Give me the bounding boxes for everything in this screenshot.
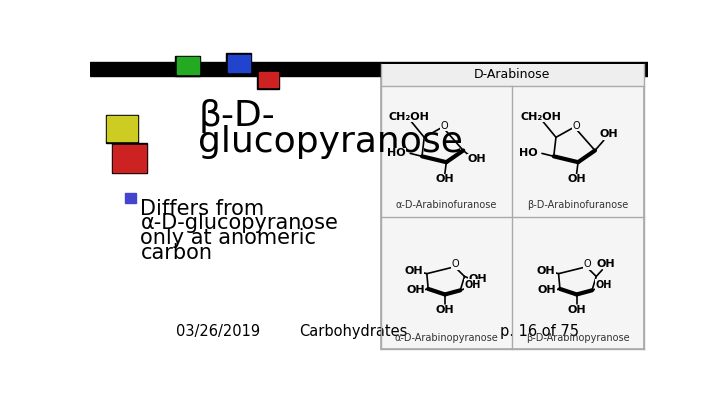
Text: OH: OH bbox=[567, 305, 586, 315]
Bar bbox=[112, 143, 148, 173]
Bar bbox=[125, 193, 136, 202]
Text: O: O bbox=[572, 121, 580, 130]
Bar bbox=[107, 116, 137, 141]
Text: OH: OH bbox=[405, 266, 423, 276]
Text: OH: OH bbox=[596, 279, 612, 290]
Text: β-D-: β-D- bbox=[199, 99, 275, 133]
Text: HO: HO bbox=[518, 148, 537, 158]
Text: only at anomeric: only at anomeric bbox=[140, 228, 316, 248]
Text: OH: OH bbox=[464, 279, 480, 290]
Text: OH: OH bbox=[597, 259, 616, 269]
Bar bbox=[381, 64, 644, 85]
Text: α-D-Arabinopyranose: α-D-Arabinopyranose bbox=[395, 333, 498, 343]
Text: 03/26/2019: 03/26/2019 bbox=[176, 324, 260, 339]
Text: p. 16 of 75: p. 16 of 75 bbox=[500, 324, 579, 339]
Text: O: O bbox=[441, 121, 448, 130]
Text: OH: OH bbox=[536, 266, 555, 276]
Text: O: O bbox=[583, 260, 591, 269]
Bar bbox=[175, 55, 200, 76]
Bar bbox=[258, 70, 279, 89]
Text: β-D-Arabinofuranose: β-D-Arabinofuranose bbox=[528, 200, 629, 209]
Text: OH: OH bbox=[567, 174, 586, 184]
Bar bbox=[259, 72, 277, 87]
Bar bbox=[177, 57, 199, 74]
Text: OH: OH bbox=[538, 285, 557, 295]
Bar bbox=[90, 62, 648, 76]
Text: OH: OH bbox=[436, 174, 454, 184]
Text: α-D-glucopyranose: α-D-glucopyranose bbox=[140, 213, 338, 233]
Text: OH: OH bbox=[436, 305, 454, 315]
Text: HO: HO bbox=[387, 148, 405, 158]
Text: OH: OH bbox=[406, 285, 425, 295]
Text: CH₂OH: CH₂OH bbox=[389, 112, 430, 122]
Text: OH: OH bbox=[469, 274, 487, 284]
Bar bbox=[113, 145, 145, 172]
Text: Carbohydrates: Carbohydrates bbox=[300, 324, 408, 339]
Text: α-D-Arabinofuranose: α-D-Arabinofuranose bbox=[396, 200, 498, 209]
Text: D-Arabinose: D-Arabinose bbox=[474, 68, 551, 81]
Bar bbox=[228, 55, 250, 72]
Text: Differs from: Differs from bbox=[140, 199, 264, 219]
Text: OH: OH bbox=[599, 129, 618, 139]
Text: OH: OH bbox=[467, 154, 486, 164]
Text: glucopyranose: glucopyranose bbox=[199, 125, 464, 159]
Text: β-D-Arabinopyranose: β-D-Arabinopyranose bbox=[526, 333, 630, 343]
Text: O: O bbox=[451, 260, 459, 269]
Text: carbon: carbon bbox=[140, 243, 212, 262]
Bar bbox=[106, 115, 138, 143]
Bar bbox=[226, 53, 251, 73]
Text: CH₂OH: CH₂OH bbox=[521, 112, 562, 122]
Bar bbox=[381, 64, 644, 349]
